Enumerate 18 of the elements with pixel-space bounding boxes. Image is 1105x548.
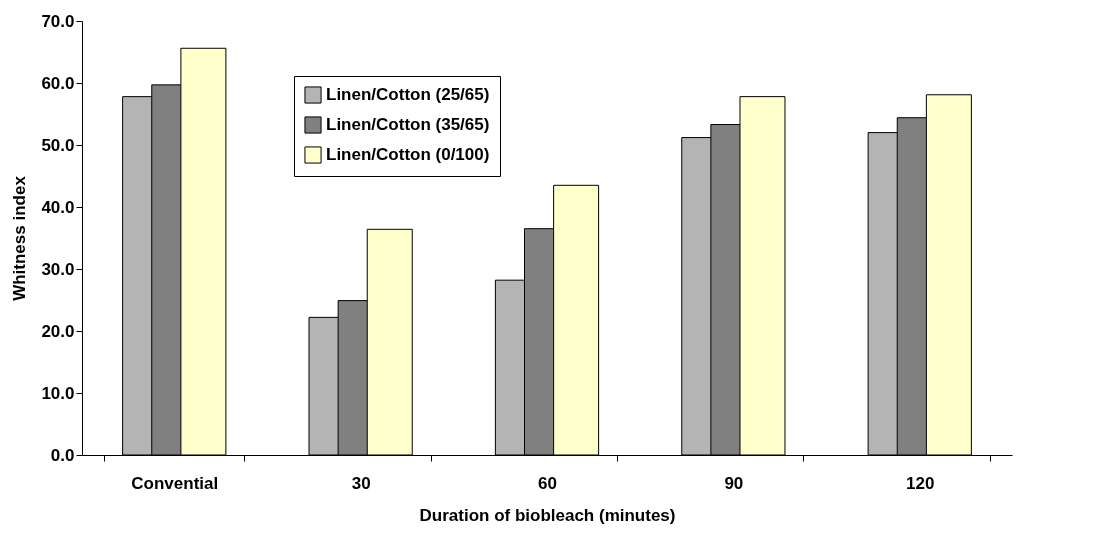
y-tick-label: 60.0 — [41, 73, 75, 93]
x-tick-label: 120 — [906, 473, 935, 493]
x-tick-label: 60 — [538, 473, 557, 493]
legend-label: Linen/Cotton (35/65) — [326, 115, 490, 134]
y-tick-label: 10.0 — [41, 383, 75, 403]
y-axis-title: Whitness index — [10, 175, 30, 301]
x-tick-label: 90 — [724, 473, 744, 493]
legend-label: Linen/Cotton (0/100) — [326, 145, 490, 164]
y-tick-label: 20.0 — [41, 321, 75, 341]
legend-label: Linen/Cotton (25/65) — [326, 85, 490, 104]
y-tick-label: 30.0 — [41, 259, 75, 279]
y-tick-label: 0.0 — [50, 445, 75, 465]
y-tick-label: 70.0 — [41, 11, 75, 31]
y-tick-label: 40.0 — [41, 197, 75, 217]
x-tick-label: 30 — [351, 473, 371, 493]
y-tick-label: 50.0 — [41, 135, 75, 155]
x-axis-title: Duration of biobleach (minutes) — [419, 505, 676, 525]
x-tick-label: Convential — [131, 473, 219, 493]
